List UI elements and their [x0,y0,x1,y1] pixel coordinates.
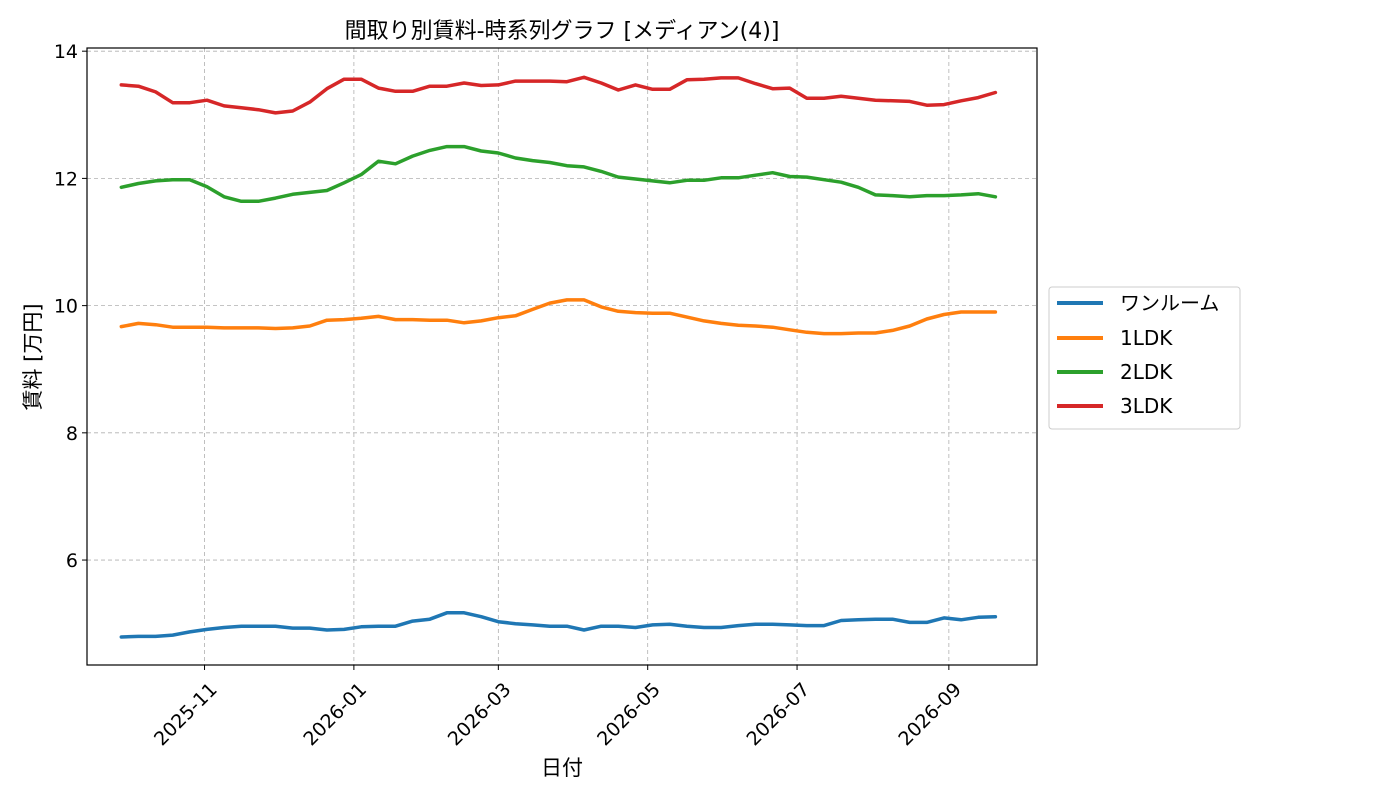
plot-area [86,47,1038,666]
y-tick-label: 6 [66,550,78,572]
y-axis-ticks: 6 8 10 12 14 [54,41,87,572]
x-axis-title: 日付 [541,756,583,780]
legend-label-3ldk: 3LDK [1120,394,1173,418]
series-line-3ldk [119,75,998,115]
legend-box [1048,286,1241,430]
series-lines [119,75,998,639]
series-line-1ldk [119,298,998,336]
series-line-1room [119,611,998,639]
legend-label-1ldk: 1LDK [1120,326,1173,350]
chart-title: 間取り別賃料-時系列グラフ [メディアン(4)] [345,19,780,44]
y-tick-label: 8 [66,423,78,445]
y-tick-label: 14 [54,41,78,63]
legend-label-2ldk: 2LDK [1120,360,1173,384]
legend: ワンルーム 1LDK 2LDK 3LDK [1048,286,1241,430]
grid [87,48,1037,665]
legend-label-1room: ワンルーム [1120,291,1219,315]
y-tick-label: 10 [54,296,78,318]
y-tick-label: 12 [54,168,78,190]
series-line-2ldk [119,144,998,204]
y-axis-title: 賃料 [万円] [21,303,45,410]
